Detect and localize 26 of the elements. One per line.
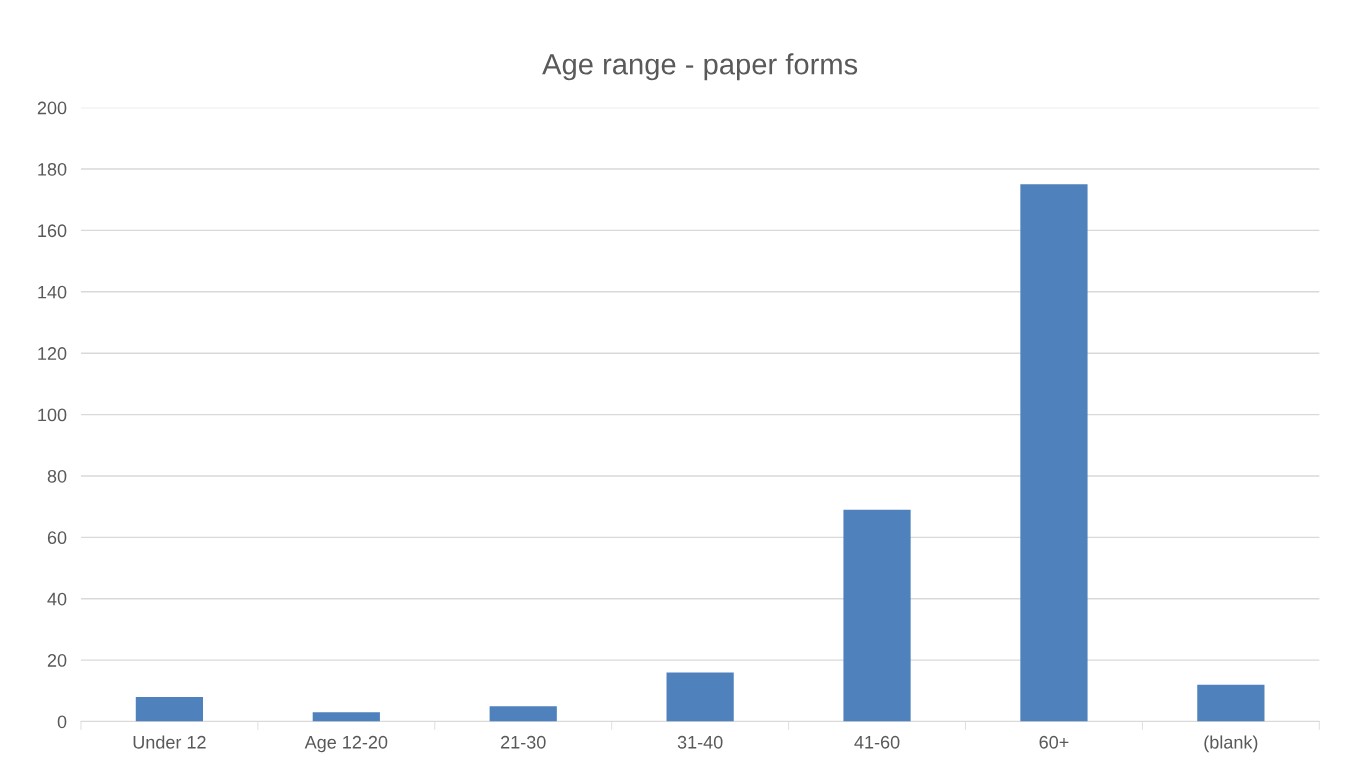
x-tick-label: 41-60 <box>854 735 900 749</box>
x-tick-label: (blank) <box>1204 735 1258 753</box>
bar <box>1197 684 1265 722</box>
x-tick-label: Age 12-20 <box>304 735 388 753</box>
y-tick-label: 100 <box>38 408 67 422</box>
bar <box>312 712 380 722</box>
x-tick-label: 31-40 <box>677 735 723 749</box>
bar <box>135 696 204 722</box>
bar <box>843 509 911 722</box>
y-tick-label: 140 <box>38 285 67 299</box>
x-tick-label: Under 12 <box>133 735 206 749</box>
x-tick-label: 60+ <box>1039 735 1069 749</box>
y-tick-label: 20 <box>47 654 67 667</box>
y-tick-label: 0 <box>57 715 67 729</box>
bar <box>1020 184 1088 722</box>
y-tick-label: 40 <box>47 592 67 606</box>
y-tick-label: 80 <box>47 469 67 483</box>
x-tick-label: 21-30 <box>501 735 546 749</box>
bar <box>489 706 557 722</box>
y-tick-label: 180 <box>38 162 67 176</box>
y-tick-label: 120 <box>38 347 67 360</box>
y-tick-label: 60 <box>47 531 67 545</box>
y-tick-label: 200 <box>37 101 67 115</box>
bar <box>666 672 734 722</box>
chart-title: Age range - paper forms <box>542 53 858 81</box>
y-tick-label: 160 <box>38 224 67 238</box>
